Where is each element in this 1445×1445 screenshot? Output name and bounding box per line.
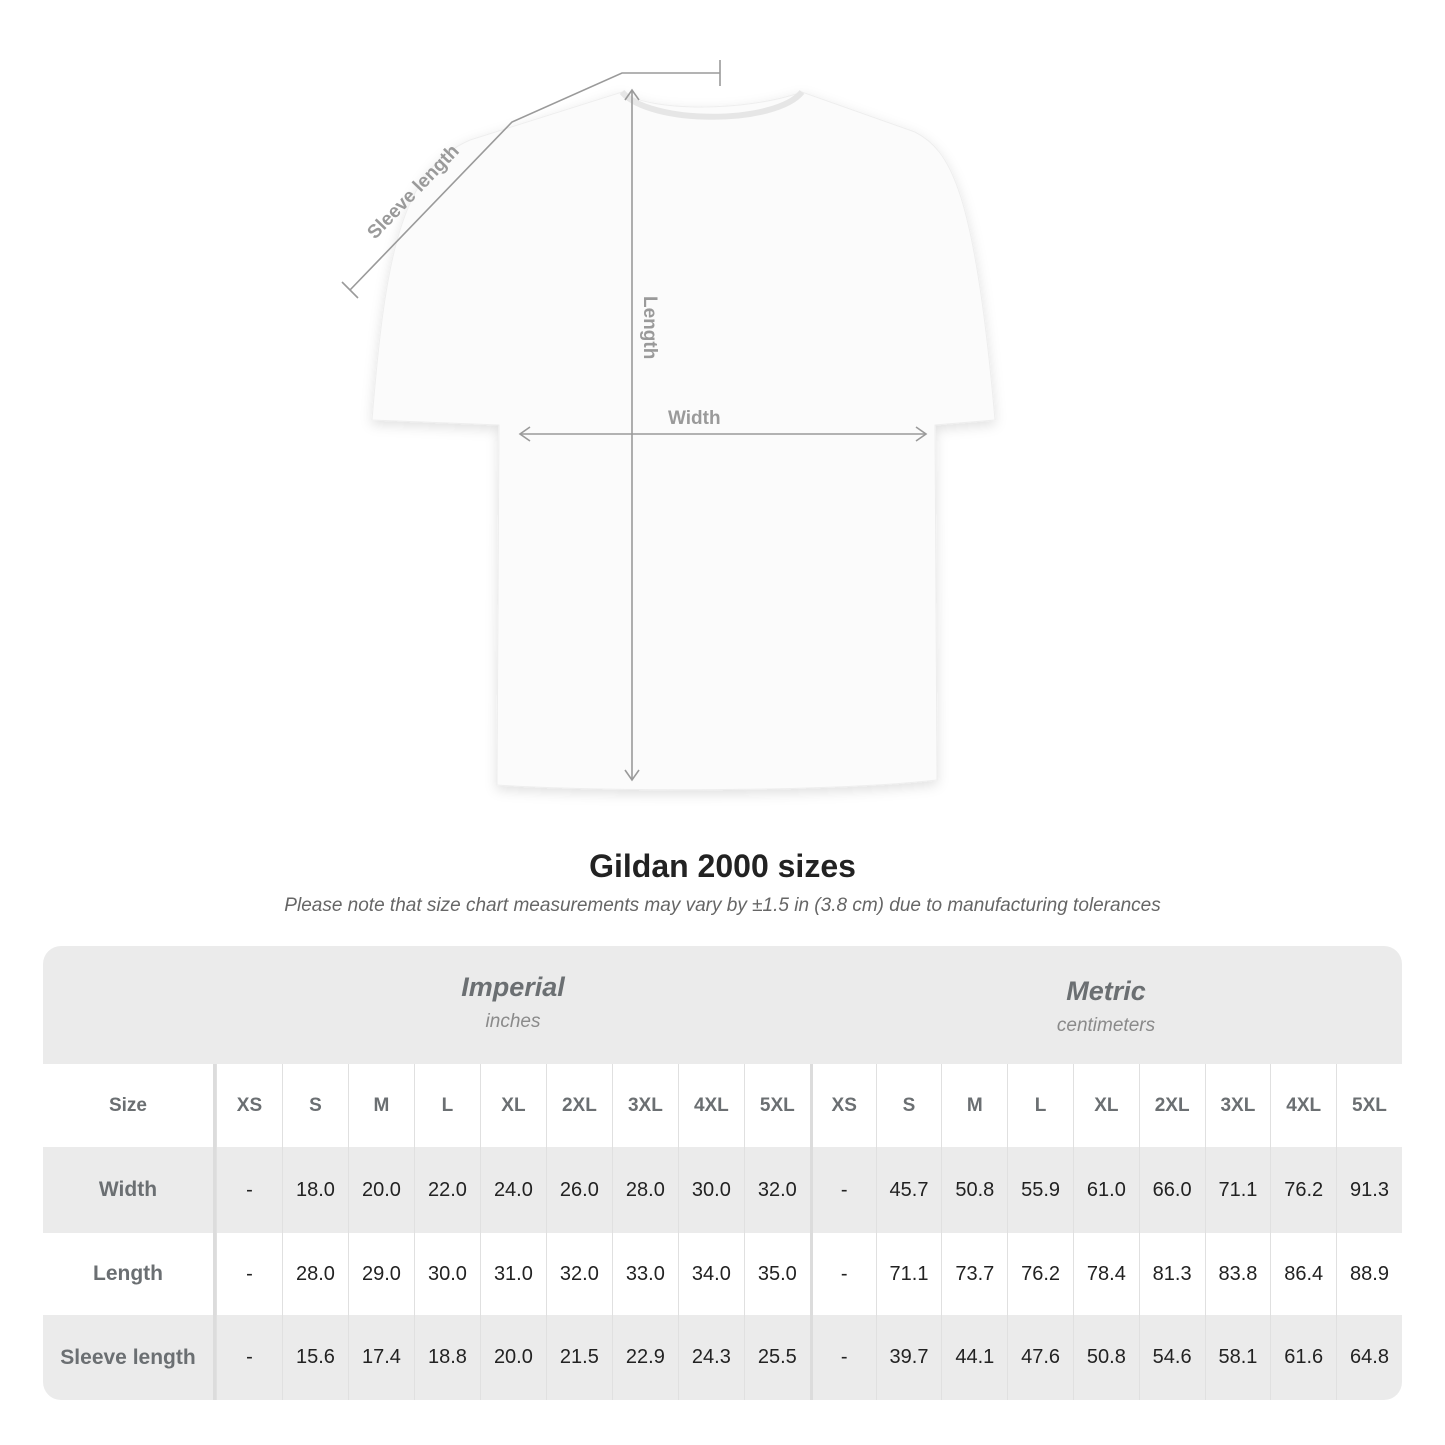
size-header: L bbox=[413, 1064, 480, 1147]
size-header-row: Size XS S M L XL 2XL 3XL 4XL 5XL XS S M L XL 2XL 3XL 4XL 5… bbox=[43, 1064, 1402, 1147]
value-cell: 15.6 bbox=[281, 1315, 348, 1400]
value-cell: 44.1 bbox=[941, 1315, 1007, 1400]
imperial-title: Imperial bbox=[461, 972, 565, 1002]
value-cell: 81.3 bbox=[1138, 1233, 1205, 1315]
size-header: 5XL bbox=[1336, 1064, 1402, 1147]
value-cell: 35.0 bbox=[743, 1233, 810, 1315]
value-cell: 18.8 bbox=[413, 1315, 480, 1400]
imperial-header: Imperial inches bbox=[216, 946, 810, 1064]
value-cell: 30.0 bbox=[413, 1233, 480, 1315]
value-cell: 31.0 bbox=[479, 1233, 546, 1315]
size-header: 4XL bbox=[1270, 1064, 1336, 1147]
row-label: Sleeve length bbox=[43, 1315, 216, 1400]
value-cell: 88.9 bbox=[1336, 1233, 1402, 1315]
table-row: Sleeve length -15.6 17.4 18.8 20.0 21.5 22.9 24… bbox=[43, 1315, 1402, 1400]
size-header: M bbox=[347, 1064, 414, 1147]
width-label: Width bbox=[668, 408, 721, 429]
size-header: 2XL bbox=[545, 1064, 612, 1147]
metric-header: Metric centimeters bbox=[810, 946, 1402, 1064]
value-cell: 83.8 bbox=[1204, 1233, 1271, 1315]
value-cell: 18.0 bbox=[281, 1147, 348, 1233]
value-cell: 76.2 bbox=[1270, 1147, 1336, 1233]
size-header: S bbox=[281, 1064, 348, 1147]
value-cell: 21.5 bbox=[545, 1315, 612, 1400]
value-cell: 61.0 bbox=[1072, 1147, 1139, 1233]
value-cell: 73.7 bbox=[941, 1233, 1007, 1315]
length-label: Length bbox=[639, 296, 660, 359]
size-header: S bbox=[875, 1064, 942, 1147]
tshirt-image bbox=[371, 91, 996, 791]
size-header: 2XL bbox=[1138, 1064, 1205, 1147]
size-header: 3XL bbox=[1204, 1064, 1271, 1147]
value-cell: 76.2 bbox=[1007, 1233, 1073, 1315]
size-header: 3XL bbox=[611, 1064, 678, 1147]
value-cell: 29.0 bbox=[347, 1233, 414, 1315]
value-cell: - bbox=[809, 1315, 876, 1400]
size-header: 5XL bbox=[743, 1064, 810, 1147]
value-cell: 50.8 bbox=[941, 1147, 1007, 1233]
value-cell: 54.6 bbox=[1138, 1315, 1205, 1400]
size-header: M bbox=[941, 1064, 1007, 1147]
tolerance-note: Please note that size chart measurements… bbox=[284, 895, 1161, 916]
value-cell: 58.1 bbox=[1204, 1315, 1271, 1400]
row-label: Length bbox=[43, 1233, 216, 1315]
metric-unit: centimeters bbox=[1056, 1015, 1156, 1036]
value-cell: 71.1 bbox=[1204, 1147, 1271, 1233]
imperial-unit: inches bbox=[485, 1011, 541, 1032]
value-cell: 24.3 bbox=[677, 1315, 744, 1400]
value-cell: 28.0 bbox=[281, 1233, 348, 1315]
size-header: L bbox=[1007, 1064, 1073, 1147]
value-cell: 66.0 bbox=[1138, 1147, 1205, 1233]
value-cell: - bbox=[809, 1147, 876, 1233]
value-cell: 45.7 bbox=[875, 1147, 942, 1233]
sleeve-measure-line bbox=[349, 72, 720, 291]
value-cell: 28.0 bbox=[611, 1147, 678, 1233]
value-cell: - bbox=[215, 1233, 282, 1315]
value-cell: 64.8 bbox=[1336, 1315, 1402, 1400]
page-title: Gildan 2000 sizes bbox=[589, 848, 856, 884]
value-cell: - bbox=[809, 1233, 876, 1315]
value-cell: 32.0 bbox=[545, 1233, 612, 1315]
metric-title: Metric bbox=[1066, 976, 1146, 1006]
collar bbox=[619, 89, 805, 120]
value-cell: 30.0 bbox=[677, 1147, 744, 1233]
size-label: Size bbox=[43, 1064, 216, 1147]
value-cell: 24.0 bbox=[479, 1147, 546, 1233]
value-cell: 86.4 bbox=[1270, 1233, 1336, 1315]
value-cell: - bbox=[215, 1147, 282, 1233]
size-header: XS bbox=[215, 1064, 282, 1147]
value-cell: - bbox=[215, 1315, 282, 1400]
value-cell: 50.8 bbox=[1072, 1315, 1139, 1400]
row-label: Width bbox=[43, 1147, 216, 1233]
value-cell: 71.1 bbox=[875, 1233, 942, 1315]
table-row: Length -28.0 29.0 30.0 31.0 32.0 33.0 34.0 35.0-… bbox=[43, 1233, 1402, 1315]
value-cell: 39.7 bbox=[875, 1315, 942, 1400]
size-header: 4XL bbox=[677, 1064, 744, 1147]
value-cell: 17.4 bbox=[347, 1315, 414, 1400]
size-header: XL bbox=[1072, 1064, 1139, 1147]
tshirt-diagram: Sleeve length Length Width bbox=[341, 60, 996, 791]
value-cell: 22.9 bbox=[611, 1315, 678, 1400]
value-cell: 91.3 bbox=[1336, 1147, 1402, 1233]
value-cell: 61.6 bbox=[1270, 1315, 1336, 1400]
value-cell: 47.6 bbox=[1007, 1315, 1073, 1400]
value-cell: 20.0 bbox=[347, 1147, 414, 1233]
value-cell: 26.0 bbox=[545, 1147, 612, 1233]
value-cell: 34.0 bbox=[677, 1233, 744, 1315]
value-cell: 33.0 bbox=[611, 1233, 678, 1315]
size-header: XS bbox=[809, 1064, 876, 1147]
table-row: Width -18.0 20.0 22.0 24.0 26.0 28.0 30.0 32.0-4… bbox=[43, 1147, 1402, 1233]
value-cell: 25.5 bbox=[743, 1315, 810, 1400]
value-cell: 22.0 bbox=[413, 1147, 480, 1233]
size-header: XL bbox=[479, 1064, 546, 1147]
value-cell: 20.0 bbox=[479, 1315, 546, 1400]
value-cell: 32.0 bbox=[743, 1147, 810, 1233]
size-table: Imperial inches Metric centimeters Size X… bbox=[43, 946, 1402, 1400]
value-cell: 78.4 bbox=[1072, 1233, 1139, 1315]
value-cell: 55.9 bbox=[1007, 1147, 1073, 1233]
